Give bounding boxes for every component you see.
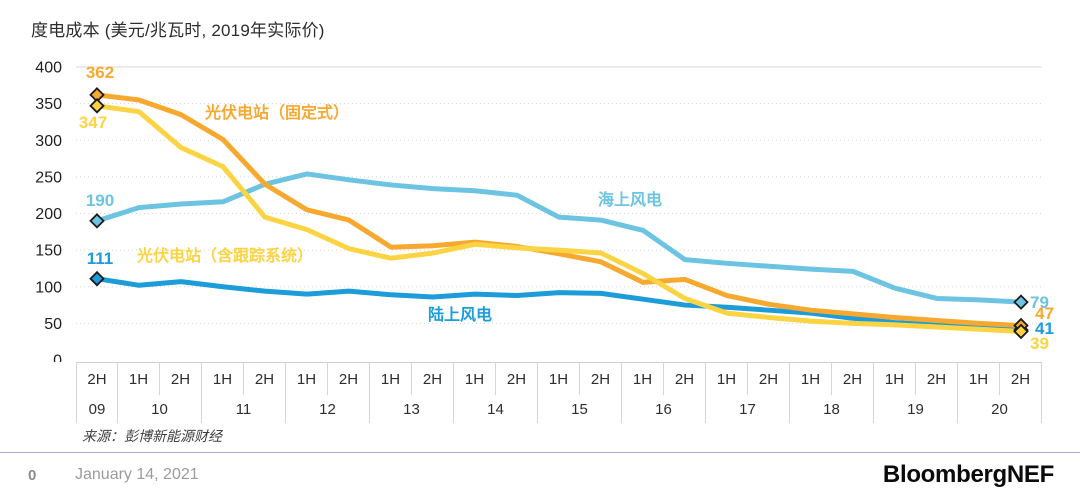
x-tick-year-label: 14 [454,395,538,423]
x-tick-half-label: 2H [412,363,454,395]
footer: 0 January 14, 2021 BloombergNEF [0,453,1080,504]
x-tick-half-label: 1H [118,363,160,395]
x-axis-year-row: 09 10 11 12 13 14 15 16 17 18 19 20 [76,395,1042,423]
source-note: 来源：彭博新能源财经 [82,428,222,444]
page-number: 0 [28,467,37,484]
offshore-wind-start-value: 190 [86,191,114,210]
onshore-wind-label: 陆上风电 [428,305,492,324]
pv-tracking-start-value: 347 [79,113,107,132]
pv-fixed-line [94,92,1024,329]
x-tick-year-label: 11 [202,395,286,423]
y-tick-label: 250 [35,169,62,186]
onshore-wind-start-value: 111 [87,249,114,268]
y-tick-label: 0 [53,353,62,363]
x-tick-half-label: 1H [286,363,328,395]
x-tick-year-label: 09 [76,395,118,423]
y-tick-label: 50 [44,316,62,333]
x-tick-year-label: 18 [790,395,874,423]
x-tick-half-label: 1H [538,363,580,395]
footer-divider [0,452,1080,453]
lcoe-line-chart: 400 350 300 250 200 150 100 50 0 190 79 海上风电 111 41 陆上… [35,60,1054,363]
y-tick-label: 100 [35,279,62,296]
pv-tracking-end-value: 39 [1030,334,1049,353]
x-axis: 2H 1H 2H 1H 2H 1H 2H 1H 2H 1H 2H 1H 2H 1H 2H 1H 2H 1H 2H 1H… [76,362,1042,423]
x-tick-half-label: 1H [370,363,412,395]
x-tick-year-label: 10 [118,395,202,423]
x-tick-half-label: 1H [622,363,664,395]
pv-fixed-end-value: 47 [1035,304,1054,323]
chart-title: 度电成本 (美元/兆瓦时, 2019年实际价) [31,21,325,40]
y-tick-label: 200 [35,206,62,223]
x-tick-half-label: 2H [160,363,202,395]
x-tick-half-label: 2H [1000,363,1042,395]
x-tick-half-label: 2H [664,363,706,395]
pv-tracking-line [94,103,1024,334]
x-tick-half-label: 2H [76,363,118,395]
x-tick-half-label: 1H [790,363,832,395]
x-tick-half-label: 2H [832,363,874,395]
x-tick-half-label: 1H [454,363,496,395]
x-tick-half-label: 2H [916,363,958,395]
footer-date: January 14, 2021 [75,466,199,483]
offshore-wind-line [94,171,1024,305]
offshore-wind-label: 海上风电 [598,190,662,209]
y-tick-label: 300 [35,133,62,150]
x-tick-year-label: 12 [286,395,370,423]
offshore-wind-start-marker [89,213,105,229]
x-tick-half-label: 1H [874,363,916,395]
x-tick-year-label: 16 [622,395,706,423]
offshore-wind-end-value: 79 [1030,293,1049,312]
onshore-wind-end-value: 41 [1035,319,1054,338]
pv-tracking-label: 光伏电站（含跟踪系统） [136,246,313,265]
x-tick-year-label: 20 [958,395,1042,423]
x-tick-year-label: 17 [706,395,790,423]
x-tick-year-label: 19 [874,395,958,423]
x-tick-half-label: 2H [580,363,622,395]
pv-fixed-label: 光伏电站（固定式） [204,103,349,122]
x-tick-year-label: 13 [370,395,454,423]
y-tick-label: 400 [35,60,62,77]
onshore-wind-start-marker [89,270,105,287]
x-tick-half-label: 2H [748,363,790,395]
x-tick-half-label: 2H [496,363,538,395]
x-axis-half-year-row: 2H 1H 2H 1H 2H 1H 2H 1H 2H 1H 2H 1H 2H 1H 2H 1H 2H 1H 2H 1H… [76,362,1042,395]
x-tick-half-label: 2H [328,363,370,395]
x-tick-year-label: 15 [538,395,622,423]
pv-fixed-start-value: 362 [86,63,114,82]
x-tick-half-label: 1H [202,363,244,395]
onshore-wind-line [94,276,1024,333]
x-tick-half-label: 1H [958,363,1000,395]
pv-tracking-start-marker [89,98,105,114]
pv-tracking-end-marker [1013,323,1029,340]
offshore-wind-end-marker [1013,294,1029,310]
x-tick-half-label: 1H [706,363,748,395]
y-tick-label: 150 [35,243,62,260]
bloombergnef-logo: BloombergNEF [882,461,1054,488]
y-tick-label: 350 [35,96,62,113]
x-tick-half-label: 2H [244,363,286,395]
